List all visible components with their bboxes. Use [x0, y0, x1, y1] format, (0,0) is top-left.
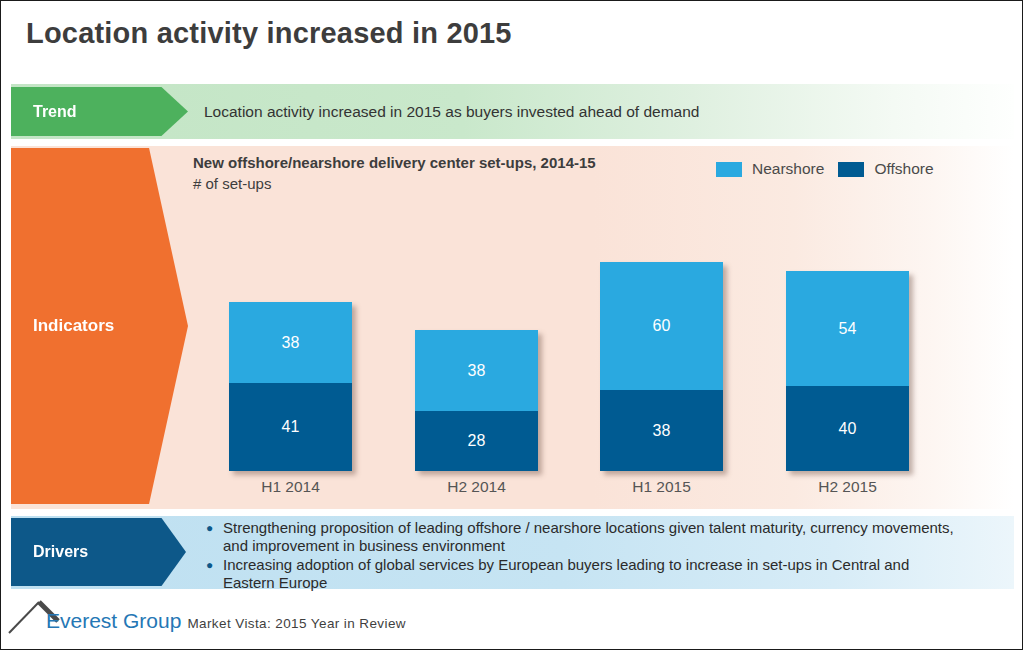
drivers-arrow: Drivers [11, 518, 186, 586]
bar-segment-offshore: 41 [229, 383, 352, 471]
bar-segment-nearshore: 60 [600, 262, 723, 390]
trend-arrow: Trend [11, 87, 188, 136]
stacked-bar: 4054 [786, 271, 909, 471]
bar-segment-nearshore: 38 [415, 330, 538, 411]
chart-subtitle: # of set-ups [193, 175, 271, 192]
chart-legend: Nearshore Offshore [716, 160, 934, 178]
bar-segment-nearshore: 54 [786, 271, 909, 386]
legend-label: Nearshore [752, 160, 824, 178]
brand-name: Everest Group [46, 609, 181, 633]
legend-label: Offshore [874, 160, 933, 178]
driver-bullet: ●Strengthening proposition of leading of… [204, 519, 964, 555]
legend-item-nearshore: Nearshore [716, 160, 824, 178]
drivers-arrow-label: Drivers [11, 543, 88, 561]
indicators-arrow-label: Indicators [11, 316, 114, 336]
trend-arrow-label: Trend [11, 103, 77, 121]
category-label: H2 2014 [415, 478, 538, 496]
bullet-icon: ● [206, 556, 213, 574]
stacked-bar: 3860 [600, 262, 723, 471]
legend-item-offshore: Offshore [838, 160, 933, 178]
trend-text: Location activity increased in 2015 as b… [204, 84, 699, 139]
page-title: Location activity increased in 2015 [26, 17, 512, 50]
stacked-bar: 2838 [415, 330, 538, 471]
category-label: H1 2014 [229, 478, 352, 496]
driver-bullet: ●Increasing adoption of global services … [204, 556, 964, 592]
footer-caption: Market Vista: 2015 Year in Review [187, 616, 406, 631]
drivers-list: ●Strengthening proposition of leading of… [204, 519, 964, 593]
stacked-bar: 4138 [229, 302, 352, 471]
legend-swatch-icon [716, 162, 742, 177]
bar-segment-offshore: 38 [600, 390, 723, 471]
legend-swatch-icon [838, 162, 864, 177]
slide: Location activity increased in 2015 Tren… [0, 0, 1023, 650]
footer: Everest Group Market Vista: 2015 Year in… [6, 597, 406, 635]
bullet-icon: ● [206, 519, 213, 537]
category-label: H2 2015 [786, 478, 909, 496]
category-label: H1 2015 [600, 478, 723, 496]
bar-segment-nearshore: 38 [229, 302, 352, 383]
chart-title: New offshore/nearshore delivery center s… [193, 154, 596, 171]
bar-segment-offshore: 40 [786, 386, 909, 471]
bar-segment-offshore: 28 [415, 411, 538, 471]
